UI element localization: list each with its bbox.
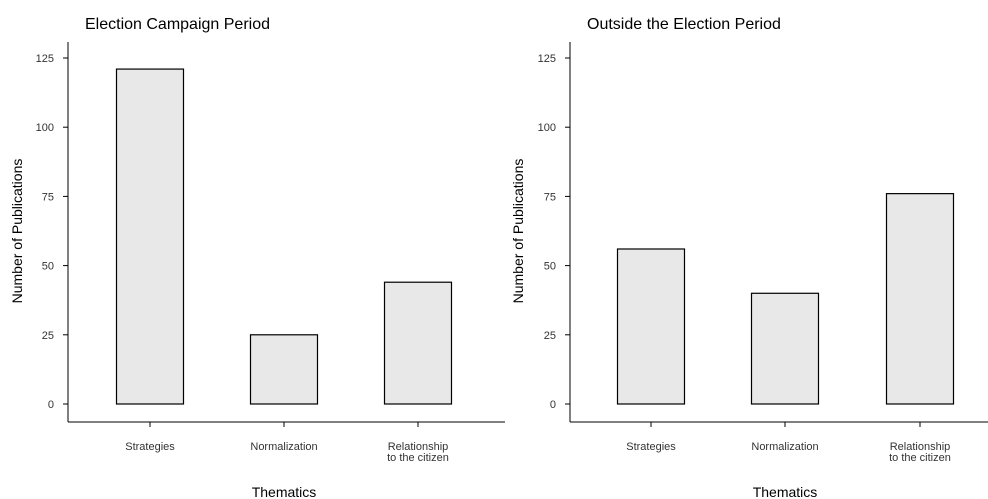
y-axis-label: Number of Publications	[9, 159, 25, 304]
bar-1	[115, 68, 185, 405]
x-tick-label: Normalization	[250, 441, 317, 453]
x-tick-label: Relationship	[890, 441, 951, 453]
y-tick-label: 25	[42, 330, 54, 342]
y-tick-label: 0	[550, 399, 556, 411]
chart-title: Outside the Election Period	[587, 16, 781, 33]
y-tick-label: 50	[544, 261, 556, 273]
x-tick-label: Normalization	[751, 441, 818, 453]
bar-3	[383, 281, 453, 405]
x-tick-label: Strategies	[125, 441, 175, 453]
chart-panel-1: Election Campaign Period 0 25 50 75 100 125 Str…	[9, 16, 505, 499]
bar-1	[616, 248, 686, 405]
bar-2	[750, 292, 820, 405]
y-tick-label: 75	[544, 191, 556, 203]
x-tick-label: Strategies	[626, 441, 676, 453]
y-tick-label: 125	[36, 53, 54, 65]
x-axis-label: Thematics	[753, 484, 818, 499]
x-axis-label: Thematics	[252, 484, 317, 499]
y-tick-label: 75	[42, 191, 54, 203]
y-tick-label: 25	[544, 330, 556, 342]
bar-3	[885, 193, 955, 405]
x-tick-label: Relationship	[388, 441, 449, 453]
x-tick-label: to the citizen	[387, 452, 449, 464]
chart-panel-2: Outside the Election Period 0 25 50 75 100 125…	[510, 16, 988, 499]
y-tick-label: 100	[36, 122, 54, 134]
y-tick-label: 50	[42, 261, 54, 273]
x-tick-label: to the citizen	[889, 452, 951, 464]
y-axis-label: Number of Publications	[510, 159, 526, 304]
y-tick-label: 125	[538, 53, 556, 65]
y-tick-label: 0	[48, 399, 54, 411]
chart-title: Election Campaign Period	[85, 16, 270, 33]
bar-2	[249, 334, 319, 405]
y-tick-label: 100	[538, 122, 556, 134]
